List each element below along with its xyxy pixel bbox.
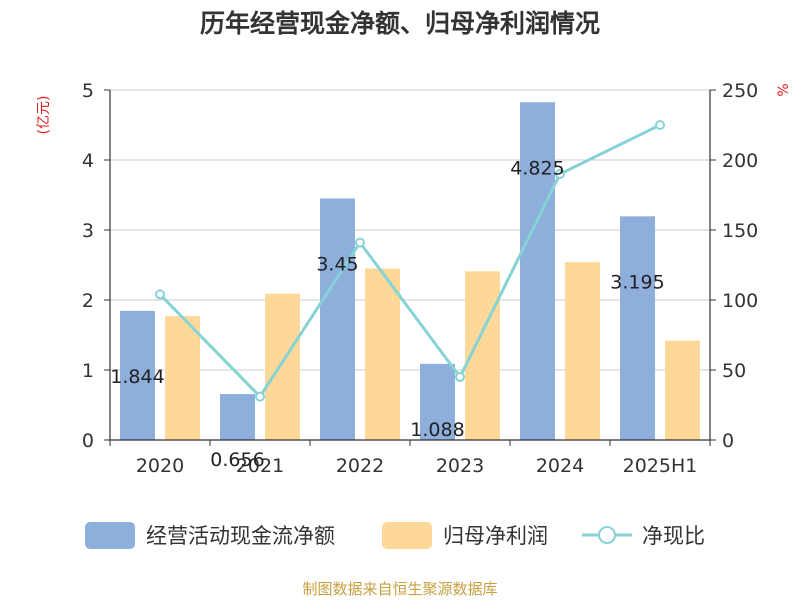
x-tick-label: 2024	[536, 455, 584, 477]
ratio-line	[158, 123, 661, 399]
left-tick-label: 5	[82, 80, 94, 102]
cash-flow-bar	[520, 102, 555, 440]
legend-label-ratio: 净现比	[642, 524, 705, 548]
ratio-point	[555, 169, 565, 179]
cash-flow-data-label: 0.656	[210, 449, 264, 471]
chart-title: 历年经营现金净额、归母净利润情况	[200, 9, 600, 38]
cash-flow-bar	[320, 198, 355, 440]
ratio-line-group	[155, 120, 665, 402]
cash-flow-bar	[220, 394, 255, 440]
cash-flow-data-label: 3.45	[316, 254, 358, 276]
net-profit-bar	[165, 316, 200, 440]
ratio-point	[255, 391, 265, 402]
ratio-point	[455, 372, 465, 382]
net-profit-bar	[565, 262, 600, 440]
data-labels-group: 1.844 0.656 3.45 1.088 4.825 3.195	[110, 157, 664, 471]
ratio-point	[655, 120, 665, 130]
cash-flow-data-label: 1.844	[110, 366, 164, 388]
net-profit-bar	[365, 268, 400, 440]
right-tick-label: 50	[722, 360, 746, 382]
right-tick-label: 250	[722, 80, 758, 102]
legend-label-net-profit: 归母净利润	[443, 524, 548, 548]
x-tick-label: 2025H1	[623, 455, 698, 477]
grid-lines	[110, 89, 710, 371]
legend-marker-ratio	[598, 526, 616, 544]
net-profit-bar	[265, 293, 300, 440]
left-tick-label: 4	[82, 150, 94, 172]
left-tick-label: 0	[82, 430, 94, 452]
cash-flow-bar	[620, 216, 655, 440]
right-tick-label: 200	[722, 150, 758, 172]
x-tick-label: 2020	[136, 455, 184, 477]
left-axis-unit: (亿元)	[36, 96, 52, 135]
right-tick-label: 150	[722, 220, 758, 242]
legend-label-cash-flow: 经营活动现金流净额	[146, 524, 335, 548]
ratio-point	[155, 289, 165, 300]
left-tick-label: 1	[82, 360, 94, 382]
net-profit-bar	[665, 340, 700, 440]
left-tick-label: 3	[82, 220, 94, 242]
right-tick-label: 100	[722, 290, 758, 312]
cash-flow-data-label: 3.195	[610, 271, 664, 293]
legend-swatch-net-profit	[382, 522, 432, 549]
legend-swatch-cash-flow	[85, 522, 135, 549]
x-tick-label: 2021	[236, 455, 284, 477]
cash-flow-data-label: 1.088	[410, 419, 464, 441]
x-tick-label: 2022	[336, 455, 384, 477]
right-tick-label: 0	[722, 430, 734, 452]
x-tick-label: 2023	[436, 455, 484, 477]
cash-flow-bar	[120, 310, 155, 440]
right-axis-unit: %	[776, 83, 792, 96]
legend: 经营活动现金流净额 归母净利润 净现比	[85, 522, 705, 549]
cash-flow-data-label: 4.825	[510, 157, 564, 179]
bars-group	[120, 102, 700, 440]
left-tick-label: 2	[82, 290, 94, 312]
ratio-point	[355, 237, 365, 248]
cash-flow-bar	[420, 363, 455, 440]
source-note: 制图数据来自恒生聚源数据库	[302, 580, 497, 598]
